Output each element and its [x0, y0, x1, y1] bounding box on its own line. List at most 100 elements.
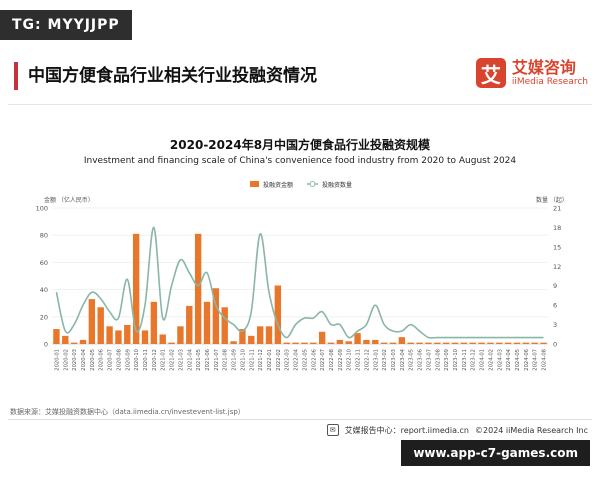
- x-tick-label: 2021-02: [170, 349, 176, 371]
- left-axis-label: 金额 （亿人民币）: [44, 196, 94, 204]
- x-tick-label: 2023-02: [382, 349, 388, 371]
- right-tick-label: 15: [553, 243, 561, 251]
- x-tick-label: 2024-06: [524, 349, 530, 371]
- legend-bar-label: 投融资金额: [263, 181, 293, 189]
- x-tick-label: 2020-12: [152, 349, 158, 371]
- bar-2022-02: [274, 285, 282, 344]
- bar-2021-08: [221, 307, 228, 344]
- x-tick-label: 2022-12: [364, 349, 370, 371]
- x-tick-label: 2023-08: [435, 349, 441, 371]
- x-tick-label: 2023-06: [418, 349, 424, 371]
- x-tick-label: 2020-06: [99, 349, 105, 371]
- chart-title: 2020-2024年8月中国方便食品行业投融资规模: [169, 138, 431, 152]
- x-tick-label: 2020-09: [125, 349, 131, 371]
- x-tick-label: 2023-05: [409, 349, 415, 371]
- x-tick-label: 2020-11: [143, 349, 149, 371]
- source-note: 数据来源：艾媒投融资数据中心（data.iimedia.cn/investeve…: [10, 408, 245, 416]
- bar-2020-02: [62, 335, 69, 344]
- legend-line-label: 投融资数量: [322, 181, 352, 189]
- bar-2021-02: [168, 342, 175, 344]
- watermark-url: www.app-c7-games.com: [401, 440, 590, 466]
- bar-2023-09: [442, 342, 450, 344]
- bar-2021-05: [194, 233, 202, 344]
- left-tick-label: 0: [44, 341, 48, 349]
- x-tick-label: 2024-07: [533, 349, 539, 371]
- bar-2024-02: [487, 342, 494, 344]
- bar-2023-01: [372, 339, 379, 344]
- bar-2021-06: [203, 301, 211, 344]
- bar-2021-07: [212, 288, 220, 344]
- x-tick-label: 2022-07: [320, 349, 326, 371]
- bar-2020-12: [150, 301, 158, 344]
- bar-2021-10: [239, 329, 246, 344]
- legend-line-marker: [309, 181, 316, 187]
- bar-2022-08: [327, 342, 335, 344]
- bar-2024-03: [496, 342, 503, 344]
- right-tick-label: 0: [553, 341, 557, 349]
- x-tick-label: 2022-03: [285, 349, 291, 371]
- right-tick-label: 6: [553, 302, 557, 310]
- right-tick-label: 21: [553, 205, 561, 213]
- x-tick-label: 2023-11: [462, 349, 468, 371]
- bar-2022-05: [301, 342, 308, 344]
- count-series-line: [55, 226, 544, 339]
- x-tick-label: 2022-01: [267, 349, 273, 371]
- legend-bar-swatch: [250, 181, 259, 187]
- bar-2022-01: [265, 326, 273, 344]
- x-tick-label: 2023-12: [471, 349, 477, 371]
- bar-2020-07: [106, 326, 113, 344]
- bar-2024-04: [504, 342, 512, 344]
- bar-2024-01: [478, 342, 485, 344]
- right-tick-label: 18: [553, 224, 561, 232]
- left-tick-label: 40: [40, 286, 48, 294]
- x-tick-label: 2021-09: [232, 349, 238, 371]
- bar-2023-11: [460, 342, 468, 344]
- bar-2022-07: [318, 331, 326, 344]
- bar-2020-01: [53, 329, 60, 344]
- x-tick-label: 2021-11: [249, 349, 255, 371]
- x-tick-label: 2021-05: [196, 349, 202, 371]
- x-tick-label: 2024-08: [542, 349, 548, 371]
- bar-2023-03: [389, 342, 397, 344]
- x-tick-label: 2024-01: [480, 349, 486, 371]
- bar-2021-01: [159, 334, 166, 344]
- right-tick-label: 3: [553, 321, 557, 329]
- bar-2023-04: [398, 337, 406, 344]
- left-tick-label: 100: [36, 205, 48, 213]
- x-tick-label: 2021-10: [240, 349, 246, 371]
- brand-name-cn: 艾媒咨询: [511, 57, 576, 77]
- x-tick-label: 2021-07: [214, 349, 220, 371]
- bar-2022-11: [354, 333, 361, 344]
- x-tick-label: 2020-08: [116, 349, 122, 371]
- brand-logo: 艾 艾媒咨询 iiMedia Research: [475, 57, 588, 88]
- right-tick-label: 9: [553, 282, 557, 290]
- x-tick-label: 2022-06: [311, 349, 317, 371]
- bar-2020-10: [132, 233, 140, 344]
- bar-2022-06: [310, 342, 317, 344]
- bar-2021-12: [256, 326, 264, 344]
- x-tick-label: 2023-10: [453, 349, 459, 371]
- bar-2023-10: [451, 342, 459, 344]
- x-tick-label: 2020-04: [81, 348, 87, 370]
- x-tick-label: 2020-05: [90, 349, 96, 371]
- left-tick-label: 60: [40, 259, 48, 267]
- x-tick-label: 2024-02: [488, 349, 494, 371]
- x-tick-label: 2023-04: [400, 348, 406, 370]
- bar-2023-12: [469, 342, 476, 344]
- x-tick-label: 2022-10: [347, 349, 353, 371]
- right-tick-label: 12: [553, 263, 561, 271]
- bar-2023-07: [425, 342, 432, 344]
- chart-subtitle: Investment and financing scale of China'…: [83, 156, 517, 166]
- x-tick-label: 2022-05: [302, 349, 308, 371]
- title-accent-bar: [14, 62, 18, 90]
- bar-2024-05: [513, 342, 521, 344]
- x-tick-label: 2022-04: [294, 348, 300, 370]
- bar-2020-09: [124, 324, 131, 344]
- header-divider: [8, 104, 592, 105]
- bar-2020-05: [88, 299, 96, 344]
- footer-divider: [8, 419, 592, 420]
- bar-2022-09: [336, 339, 344, 344]
- x-tick-label: 2021-08: [223, 349, 229, 371]
- footer: ✉ 艾媒报告中心：report.iimedia.cn ©2024 iiMedia…: [326, 424, 588, 436]
